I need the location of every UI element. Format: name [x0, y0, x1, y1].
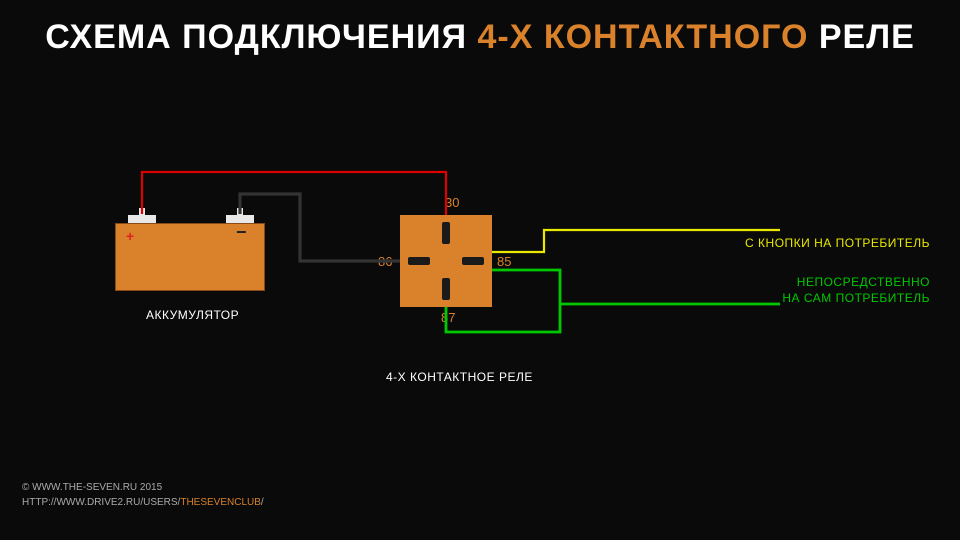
label-green-2: НА САМ ПОТРЕБИТЕЛЬ — [630, 291, 930, 305]
relay-pin-30 — [442, 222, 450, 244]
battery-terminal-plus-cap — [128, 215, 156, 223]
plus-icon: + — [126, 228, 134, 244]
label-green-1: НЕПОСРЕДСТВЕННО — [630, 275, 930, 289]
credits-line1: © WWW.THE-SEVEN.RU 2015 — [22, 480, 264, 495]
battery-terminal-plus-post — [139, 208, 145, 216]
pin-label-85: 85 — [497, 254, 511, 269]
wiring-diagram: + − АККУМУЛЯТОР 30 86 85 87 4-Х КОНТАКТН… — [0, 0, 960, 540]
pin-label-86: 86 — [378, 254, 392, 269]
pin-label-30: 30 — [445, 195, 459, 210]
battery-terminal-minus-post — [237, 208, 243, 216]
wire-red — [142, 172, 446, 215]
relay-pin-87 — [442, 278, 450, 300]
relay-pin-86 — [408, 257, 430, 265]
relay-label: 4-Х КОНТАКТНОЕ РЕЛЕ — [386, 370, 533, 384]
battery-label: АККУМУЛЯТОР — [146, 308, 239, 322]
relay-pin-85 — [462, 257, 484, 265]
minus-icon: − — [236, 222, 247, 243]
label-yellow: С КНОПКИ НА ПОТРЕБИТЕЛЬ — [630, 236, 930, 250]
credits-line2: HTTP://WWW.DRIVE2.RU/USERS/THESEVENCLUB/ — [22, 495, 264, 510]
pin-label-87: 87 — [441, 310, 455, 325]
credits: © WWW.THE-SEVEN.RU 2015 HTTP://WWW.DRIVE… — [22, 480, 264, 510]
